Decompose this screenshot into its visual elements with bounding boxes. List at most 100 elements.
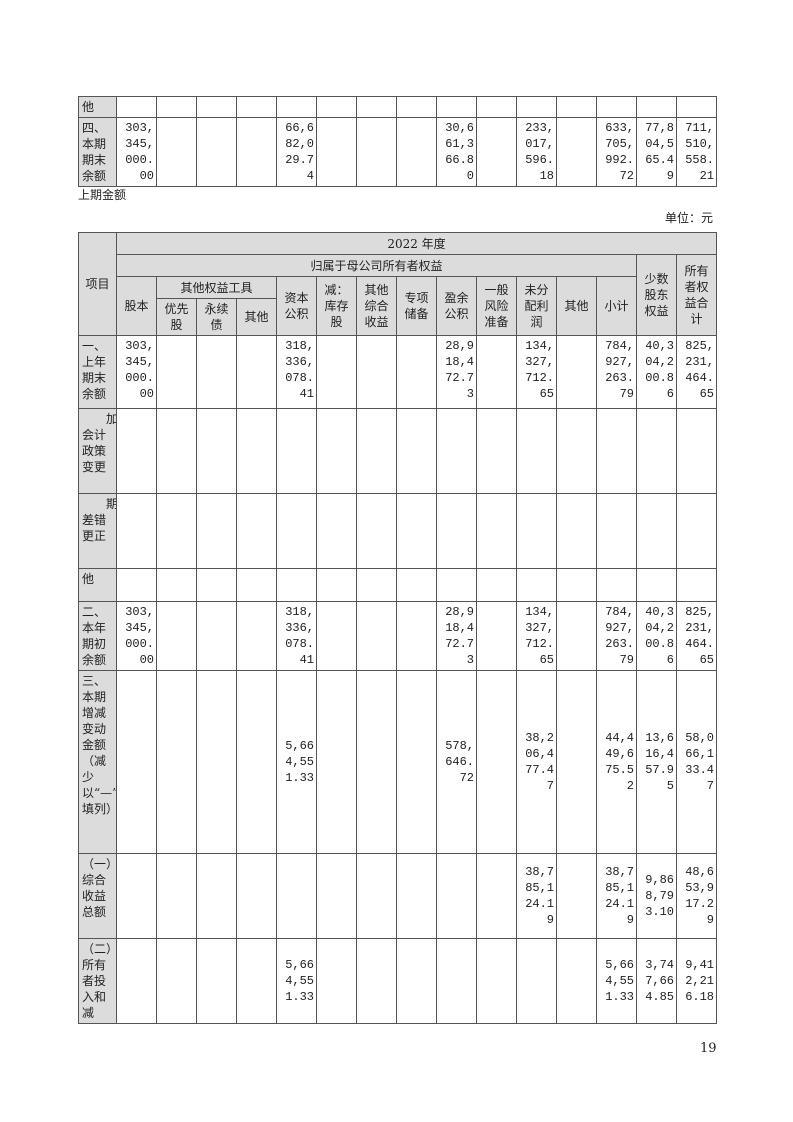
- header-undistributed: 未分配利润: [516, 276, 557, 336]
- cell: 825,231,464.65: [676, 335, 717, 409]
- equity-table-current-end: 他四、本期期末余额 303,345,000.00 66,682,029.74 30,6…: [78, 96, 717, 187]
- cell: [116, 568, 157, 602]
- header-preferred: 优先股: [156, 298, 197, 336]
- cell: 5,664,551.33: [276, 938, 317, 1024]
- cell: 825,231,464.65: [676, 601, 717, 671]
- cell: [396, 601, 437, 671]
- cell: [676, 96, 717, 118]
- header-perpetual: 永续债: [196, 298, 237, 336]
- cell-value: 28,918,472.73: [445, 605, 475, 667]
- cell: [236, 96, 277, 118]
- cell: [236, 493, 277, 569]
- cell: [636, 493, 677, 569]
- cell-value: 40,304,200.86: [645, 605, 675, 667]
- cell: [476, 853, 517, 939]
- header-capital-reserve: 资本公积: [276, 276, 317, 336]
- cell: 48,653,917.29: [676, 853, 717, 939]
- cell: 303,345,000.00: [116, 601, 157, 671]
- cell: [396, 117, 437, 187]
- cell-value: 5,664,551.33: [605, 958, 635, 1004]
- cell: [236, 938, 277, 1024]
- cell: [596, 568, 637, 602]
- cell-value: 784,927,263.79: [605, 605, 635, 667]
- section-title: 上期金额: [78, 188, 127, 202]
- cell: [236, 853, 277, 939]
- table-row: （一）综合收益总额 38,785,124.19 38,785,124.19 9,868…: [78, 853, 717, 939]
- cell: [436, 938, 477, 1024]
- table-row: 加：会计政策变更: [78, 408, 717, 494]
- cell: [636, 408, 677, 494]
- page-number: 19: [700, 1041, 717, 1056]
- cell: [556, 568, 597, 602]
- cell: 3,747,664.85: [636, 938, 677, 1024]
- cell: [316, 853, 357, 939]
- header-subtotal: 小计: [596, 276, 637, 336]
- cell: [396, 408, 437, 494]
- cell: 58,066,133.47: [676, 670, 717, 854]
- cell: [676, 568, 717, 602]
- header-oci: 其他综合收益: [356, 276, 397, 336]
- cell: [596, 493, 637, 569]
- cell: [196, 938, 237, 1024]
- equity-table-prior-period: 项目 2022 年度 归属于母公司所有者权益 少数股东权益 所有者权益合计 股本…: [78, 232, 717, 1024]
- cell: [356, 670, 397, 854]
- cell-value: 134,327,712.65: [525, 605, 555, 667]
- cell: [556, 670, 597, 854]
- cell: [316, 670, 357, 854]
- cell: 578,646.72: [436, 670, 477, 854]
- cell: [436, 408, 477, 494]
- row-label: 三、本期增减变动金额（减少以“—”号填列）: [78, 670, 117, 854]
- cell-value: 38,785,124.19: [525, 865, 555, 927]
- header-other-equity-tools: 其他权益工具: [156, 276, 277, 299]
- cell: [116, 938, 157, 1024]
- cell: [196, 670, 237, 854]
- cell: [556, 117, 597, 187]
- cell: 303,345,000.00: [116, 335, 157, 409]
- table-row: 期差错更正: [78, 493, 717, 569]
- unit-label: 单位：元: [664, 211, 713, 225]
- cell: 784,927,263.79: [596, 601, 637, 671]
- cell-value: 9,868,793.10: [645, 873, 675, 919]
- cell: [516, 568, 557, 602]
- cell: 38,785,124.19: [516, 853, 557, 939]
- cell: [516, 938, 557, 1024]
- row-label: 二、本年期初余额: [78, 601, 117, 671]
- cell-value: 633,705,992.72: [605, 121, 635, 183]
- table-row: 四、本期期末余额 303,345,000.00 66,682,029.74 30,66…: [78, 117, 717, 187]
- row-label: 加：会计政策变更: [78, 408, 117, 494]
- table-row: 三、本期增减变动金额（减少以“—”号填列） 5,664,551.33 578,646…: [78, 670, 717, 854]
- cell: [316, 408, 357, 494]
- cell: 28,918,472.73: [436, 601, 477, 671]
- cell: 28,918,472.73: [436, 335, 477, 409]
- cell: 5,664,551.33: [276, 670, 317, 854]
- cell: 40,304,200.86: [636, 601, 677, 671]
- cell-value: 13,616,457.95: [645, 731, 675, 793]
- cell: [116, 853, 157, 939]
- header-risk-reserve: 一般风险准备: [476, 276, 517, 336]
- cell: [436, 96, 477, 118]
- cell-value: 5,664,551.33: [285, 739, 315, 785]
- cell: 318,336,078.41: [276, 601, 317, 671]
- cell: [316, 96, 357, 118]
- cell: [436, 493, 477, 569]
- cell: [156, 853, 197, 939]
- cell: [556, 938, 597, 1024]
- cell-value: 303,345,000.00: [125, 121, 155, 183]
- cell-value: 58,066,133.47: [685, 731, 715, 793]
- cell: 784,927,263.79: [596, 335, 637, 409]
- cell: [116, 408, 157, 494]
- cell: [396, 670, 437, 854]
- cell: [476, 493, 517, 569]
- cell: [476, 408, 517, 494]
- header-minority: 少数股东权益: [636, 254, 677, 336]
- cell: [356, 335, 397, 409]
- cell: [396, 96, 437, 118]
- cell: [276, 96, 317, 118]
- cell: [316, 335, 357, 409]
- row-label: 一、上年期末余额: [78, 335, 117, 409]
- cell: [316, 493, 357, 569]
- table-row: 他: [78, 568, 717, 602]
- cell: 711,510,558.21: [676, 117, 717, 187]
- cell: 134,327,712.65: [516, 335, 557, 409]
- cell: [356, 493, 397, 569]
